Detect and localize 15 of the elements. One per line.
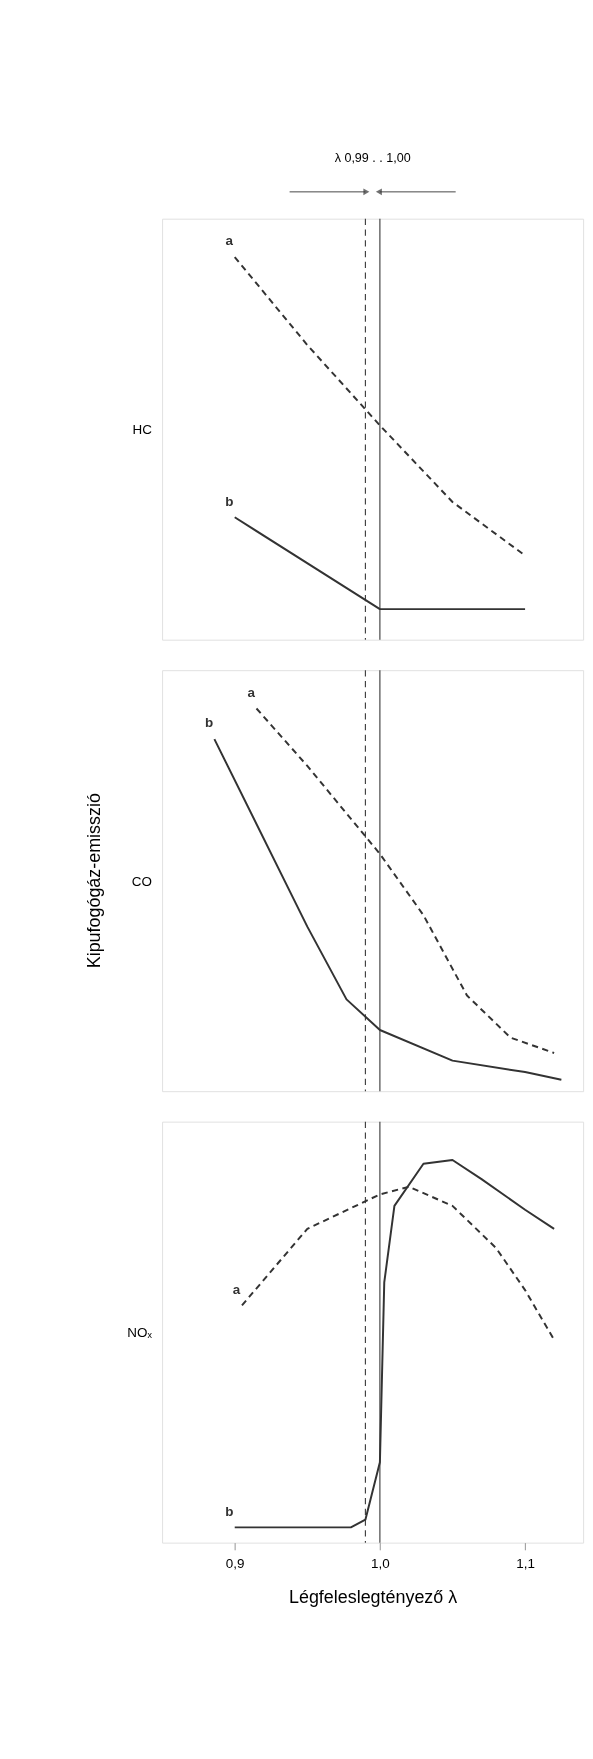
x-tick-label: 1,0 — [371, 1556, 390, 1572]
text: Kipufogógáz-emisszió — [84, 793, 105, 969]
series-label: b — [225, 493, 234, 509]
x-tick-label: 0,9 — [225, 1556, 245, 1572]
series-label: a — [232, 1281, 241, 1297]
x-axis-title: Légfeleslegtényező λ — [288, 1587, 458, 1608]
series-label: b — [225, 1503, 234, 1519]
series-label: a — [247, 684, 256, 700]
x-tick-label: 1,1 — [516, 1556, 535, 1572]
series-label: a — [225, 233, 234, 249]
series-label: b — [204, 715, 214, 731]
y-axis-title: HC — [132, 422, 153, 438]
y-axis-title: CO — [131, 873, 152, 889]
y-axis-title: NOₓ — [127, 1325, 153, 1341]
text: λ 0,99 . . 1,00 — [334, 151, 411, 166]
